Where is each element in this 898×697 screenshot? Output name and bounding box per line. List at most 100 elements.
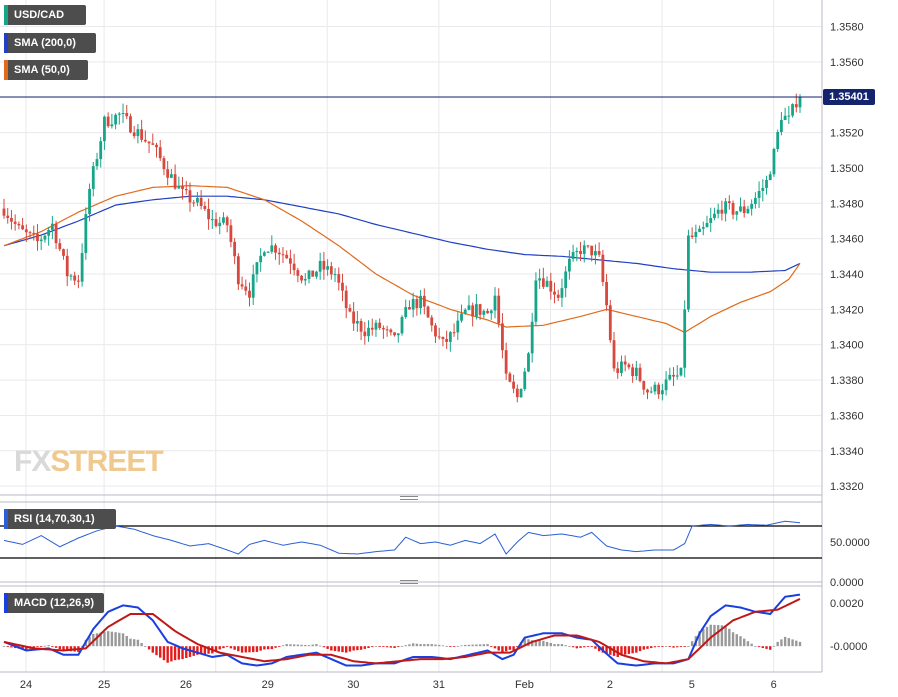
candle-body — [620, 361, 623, 373]
candle-body — [434, 325, 437, 337]
candle-body — [270, 245, 274, 252]
candle-body — [768, 174, 772, 180]
macd-histogram-bar — [787, 638, 791, 647]
macd-histogram-bar — [147, 646, 151, 650]
legend-rsi[interactable]: RSI (14,70,30,1) — [4, 509, 116, 529]
candle-body — [452, 332, 456, 334]
candle-body — [776, 132, 780, 149]
candle-body — [289, 258, 292, 264]
legend-sma200[interactable]: SMA (200,0) — [4, 33, 96, 53]
macd-histogram-bar — [512, 646, 515, 651]
candle-body — [10, 218, 13, 222]
macd-histogram-bar — [363, 646, 367, 649]
candle-body — [281, 254, 285, 256]
macd-histogram-bar — [795, 640, 798, 647]
macd-histogram-bar — [80, 645, 84, 647]
macd-histogram-bar — [166, 646, 169, 663]
macd-histogram-bar — [337, 646, 340, 652]
candle-body — [229, 225, 233, 242]
candle-body — [519, 388, 523, 398]
macd-histogram-bar — [564, 645, 567, 647]
macd-histogram-bar — [687, 646, 690, 647]
macd-histogram-bar — [594, 646, 597, 649]
candle-body — [623, 361, 627, 365]
sma200-line — [3, 195, 801, 273]
macd-histogram-bar — [374, 646, 378, 647]
candle-body — [791, 104, 794, 116]
macd-histogram-bar — [47, 645, 50, 647]
candle-body — [155, 144, 158, 148]
macd-histogram-bar — [523, 638, 526, 647]
candle-body — [318, 260, 322, 272]
candle-body — [642, 381, 646, 390]
legend-macd[interactable]: MACD (12,26,9) — [4, 593, 104, 613]
macd-histogram-bar — [590, 646, 593, 647]
macd-histogram-bar — [330, 646, 333, 651]
rsi-line — [3, 520, 801, 555]
macd-histogram-bar — [341, 646, 344, 653]
rsi-layer — [0, 520, 822, 559]
macd-histogram-bar — [702, 629, 705, 647]
candle-body — [218, 222, 222, 227]
candle-body — [367, 327, 370, 337]
candle-body — [266, 251, 270, 253]
macd-histogram-bar — [586, 646, 590, 647]
macd-histogram-bar — [99, 632, 102, 647]
candle-body — [631, 367, 635, 377]
candle-body — [50, 223, 54, 230]
time-tick-label: 24 — [20, 679, 32, 691]
candle-body — [474, 304, 478, 317]
macd-histogram-bar — [43, 645, 47, 647]
macd-histogram-bar — [475, 644, 478, 647]
macd-histogram-bar — [196, 646, 199, 655]
candle-body — [508, 373, 512, 382]
macd-histogram-bar — [791, 639, 794, 647]
legend-symbol[interactable]: USD/CAD — [4, 5, 86, 25]
candle-body — [143, 139, 147, 142]
pane-resize-handle-macd[interactable] — [400, 580, 418, 586]
candle-body — [780, 119, 783, 133]
candle-body — [601, 254, 605, 282]
macd-histogram-bar — [151, 646, 154, 653]
macd-histogram-bar — [359, 646, 363, 650]
macd-histogram-bar — [296, 644, 300, 647]
macd-histogram-bar — [66, 646, 69, 651]
candle-body — [560, 288, 564, 298]
legend-sma50[interactable]: SMA (50,0) — [4, 60, 88, 80]
macd-histogram-bar — [508, 646, 512, 650]
macd-histogram-bar — [345, 646, 348, 653]
candle-body — [687, 235, 690, 310]
candle-body — [106, 116, 110, 127]
macd-histogram-bar — [333, 646, 337, 652]
candle-body — [36, 233, 39, 242]
macd-histogram-bar — [705, 626, 709, 647]
pane-resize-handle-rsi[interactable] — [400, 496, 418, 502]
candle-body — [739, 206, 742, 212]
candle-body — [359, 321, 363, 332]
candle-body — [307, 270, 311, 280]
macd-histogram-bar — [757, 646, 761, 648]
candle-body — [787, 115, 791, 117]
price-tick-label: 1.3380 — [830, 375, 864, 387]
macd-histogram-bar — [278, 646, 281, 647]
candle-body — [333, 274, 337, 276]
price-tick-label: 1.3460 — [830, 234, 864, 246]
candle-body — [259, 255, 263, 263]
macd-histogram-bar — [426, 644, 430, 647]
candle-body — [47, 229, 51, 236]
time-tick-label: 2 — [607, 679, 613, 691]
time-tick-label: 25 — [98, 679, 110, 691]
macd-histogram-bar — [657, 646, 660, 647]
macd-histogram-bar — [132, 639, 136, 647]
candle-body — [471, 305, 475, 317]
macd-histogram-bar — [263, 646, 266, 650]
macd-histogram-bar — [400, 646, 404, 647]
candle-body — [32, 232, 36, 234]
macd-histogram-bar — [170, 646, 173, 662]
macd-histogram-bar — [661, 646, 664, 647]
candle-body — [430, 317, 434, 326]
macd-histogram-bar — [21, 646, 24, 650]
candle-body — [683, 309, 687, 368]
candle-body — [448, 332, 452, 342]
macd-histogram-bar — [199, 646, 203, 655]
